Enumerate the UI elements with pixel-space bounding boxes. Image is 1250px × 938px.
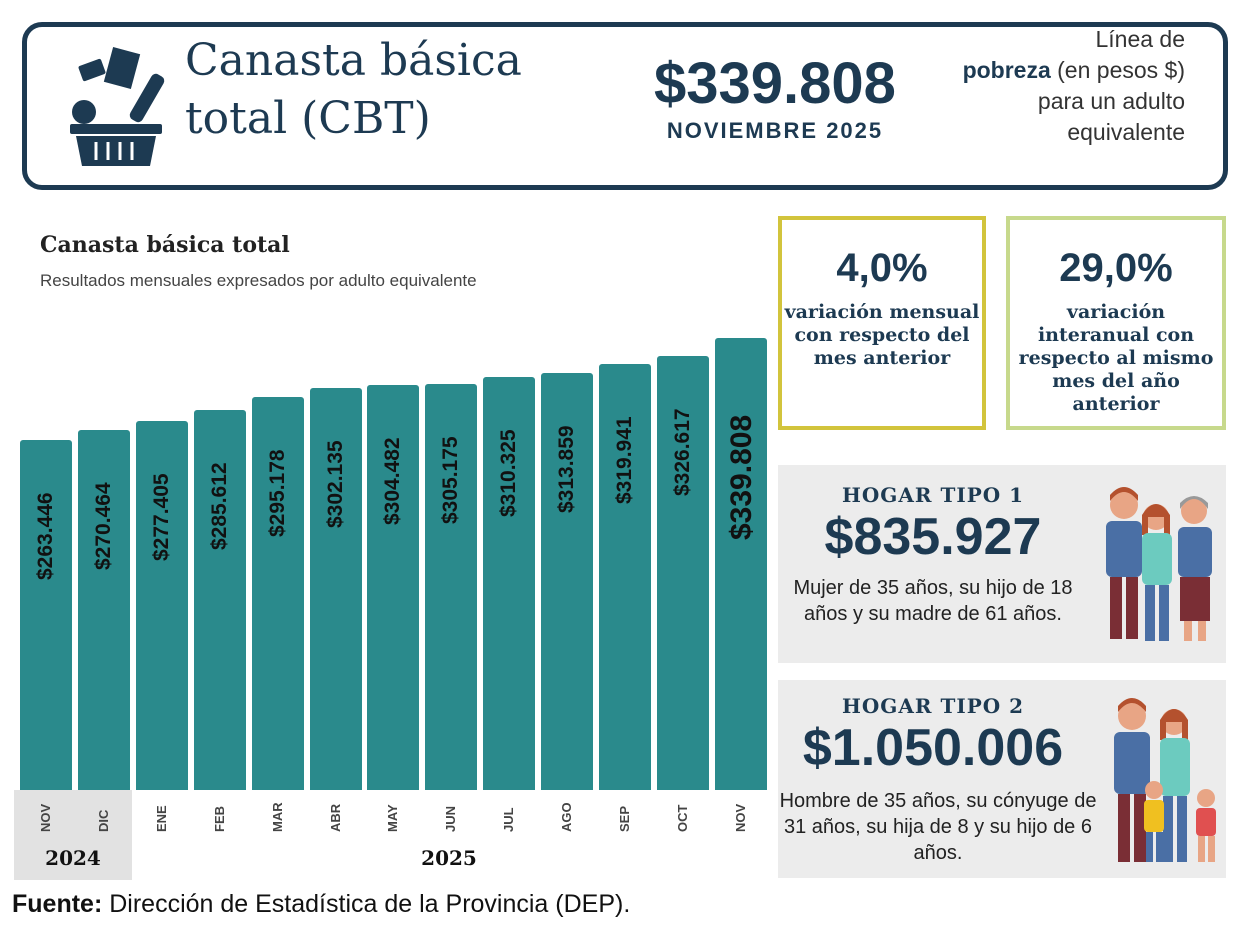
hogar-title: HOGAR TIPO 1 [841,483,1025,507]
bar-value-label: $277.405 [149,473,173,561]
month-label: NOV [38,803,53,832]
month-label: ENE [153,805,169,832]
stat-text: variación mensual con respecto del mes a… [784,301,980,369]
bar [656,355,709,790]
month-label: JUN [443,805,459,832]
month-label: NOV [732,803,748,832]
cbt-description: Línea de pobreza (en pesos $) para un adu… [962,26,1185,145]
bar-value-label: $339.808 [724,414,758,540]
bar [20,439,72,790]
header-box [22,22,1228,190]
hogar-tipo-2: HOGAR TIPO 2 $1.050.006 Hombre de 35 año… [778,680,1226,878]
hogar-desc: Hombre de 35 años, su cónyuge de 31 años… [779,790,1097,864]
stat-value: 4,0% [836,246,928,290]
hogar-title: HOGAR TIPO 2 [841,694,1025,718]
month-label: SEP [617,805,632,832]
bar-value-label: $285.612 [207,462,231,551]
hogar-value: $835.927 [824,508,1042,566]
bar-chart: $263.446 NOV $270.464 DIC $277.405 ENE $285.61… [20,338,767,832]
bar [77,430,130,790]
year-label-2024: 2024 [45,846,101,870]
month-label: OCT [674,804,690,832]
month-label: MAY [385,804,401,832]
bar [425,384,478,790]
chart-title: Canasta básica total [40,232,290,258]
family-2-icon [1114,698,1216,862]
bar [599,364,651,790]
month-label: JUL [501,807,517,832]
bar-value-label: $305.175 [439,436,463,525]
bar [251,397,304,790]
bar-value-label: $326.617 [670,407,694,496]
chart-subtitle: Resultados mensuales expresados por adul… [40,271,477,290]
month-label: MAR [269,802,285,832]
year-label-2025: 2025 [421,846,477,870]
period: NOVIEMBRE 2025 [666,118,884,143]
bar [714,338,767,790]
bar-value-label: $295.178 [265,449,289,538]
stat-monthly: 4,0% variación mensual con respecto del … [778,216,986,430]
shopping-basket-icon [70,46,165,166]
bar [541,372,594,790]
bar-value-label: $313.859 [555,424,579,513]
hogar-desc: Mujer de 35 años, su hijo de 18 años y s… [793,577,1073,625]
bar [193,410,246,790]
family-1-icon [1106,487,1212,641]
month-label: ABR [327,803,343,832]
bar [309,388,362,790]
cbt-amount: $339.808 [654,51,896,116]
hogar-value: $1.050.006 [802,719,1064,777]
bar-value-label: $302.135 [323,440,347,529]
source-note: Fuente: Dirección de Estadística de la P… [12,890,631,918]
month-label: AGO [559,802,575,832]
bar [483,377,536,790]
hogar-tipo-1: HOGAR TIPO 1 $835.927 Mujer de 35 años, … [778,465,1226,663]
bar-value-label: $319.941 [613,416,636,505]
bar [135,421,188,790]
bar [367,384,420,790]
bar-value-label: $304.482 [381,437,405,525]
main-title: Canasta básica total (CBT) [185,35,522,144]
stat-yearly: 29,0% variación interanual con respecto … [1006,216,1226,430]
year-2024-band [14,790,132,880]
bar-value-label: $310.325 [497,429,521,518]
bar-value-label: $263.446 [34,491,57,580]
bar-value-label: $270.464 [91,482,115,571]
month-label: FEB [211,806,227,832]
month-label: DIC [95,809,111,832]
stat-text: variación interanual con respecto al mis… [1018,301,1214,415]
stat-value: 29,0% [1059,246,1173,290]
